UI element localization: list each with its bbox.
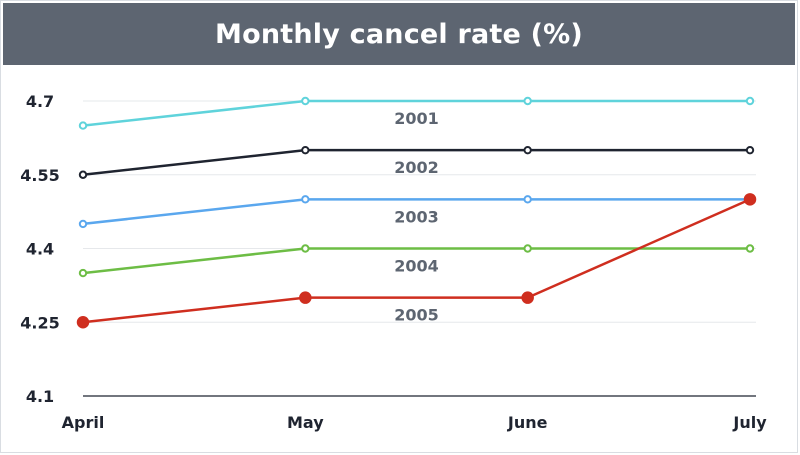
series-label: 2004	[394, 257, 439, 276]
series-label: 2005	[394, 306, 439, 325]
data-point	[78, 219, 88, 229]
series-line	[82, 99, 750, 127]
series-labels: 2001 2002 2003 2004 2005	[394, 109, 439, 325]
data-point	[301, 244, 310, 253]
data-point	[523, 145, 532, 155]
data-point	[523, 244, 532, 253]
data-point	[78, 121, 88, 130]
series-line	[82, 198, 750, 226]
data-point	[521, 291, 534, 304]
series-2002	[78, 145, 755, 179]
series-2005	[76, 193, 757, 329]
y-tick-label: 4.7	[26, 92, 54, 111]
series-label: 2001	[394, 109, 439, 128]
data-point	[301, 96, 310, 106]
axes: 4.1 4.25 4.4 4.55 4.7 April May June July	[20, 92, 767, 432]
series-label: 2003	[394, 207, 439, 226]
chart-title: Monthly cancel rate (%)	[215, 18, 583, 50]
y-tick-label: 4.1	[26, 387, 54, 406]
series-line	[82, 198, 751, 324]
data-point	[745, 145, 755, 155]
x-tick-label: May	[287, 413, 324, 432]
data-point	[301, 195, 310, 204]
y-tick-label: 4.4	[26, 240, 54, 259]
data-point	[299, 291, 312, 304]
series-label: 2002	[394, 158, 439, 177]
series-line	[82, 148, 750, 176]
series-2001	[78, 96, 755, 130]
chart-title-bar: Monthly cancel rate (%)	[3, 3, 795, 65]
data-point	[743, 193, 757, 206]
data-point	[745, 96, 755, 106]
data-point	[523, 195, 532, 204]
x-tick-label: July	[732, 413, 767, 432]
y-tick-label: 4.25	[20, 313, 59, 332]
x-tick-label: April	[62, 413, 105, 432]
data-point	[301, 145, 310, 155]
data-point	[745, 244, 755, 253]
data-point	[78, 268, 88, 278]
data-point	[523, 96, 532, 106]
series-group	[76, 96, 757, 329]
x-tick-label: June	[507, 413, 548, 432]
data-point	[76, 316, 90, 329]
y-tick-label: 4.55	[20, 166, 59, 185]
data-point	[78, 170, 88, 179]
